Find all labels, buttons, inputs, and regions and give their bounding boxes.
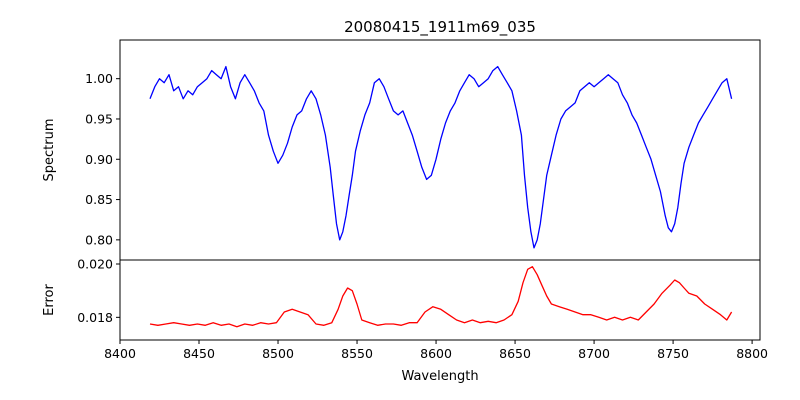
- plot-area-error: [149, 266, 733, 328]
- x-tick-label: 8500: [262, 346, 294, 361]
- x-axis-label: Wavelength: [401, 369, 478, 384]
- y-tick-label: 0.020: [77, 257, 113, 272]
- y-tick-label: 0.80: [85, 232, 113, 247]
- axes-frame-error: [119, 259, 761, 341]
- y-tick-label: 0.85: [85, 192, 113, 207]
- plot-area-spectrum: [149, 65, 733, 249]
- x-axis-ticks: 8400 8450 8500 8550 8600 8650 8700 8750 8800: [104, 340, 768, 361]
- y-axis-label-error: Error: [42, 284, 57, 316]
- y-ticks-error: 0.018 0.020: [77, 257, 120, 325]
- x-tick-label: 8800: [736, 346, 768, 361]
- y-tick-label: 0.95: [85, 111, 113, 126]
- x-tick-label: 8700: [578, 346, 610, 361]
- x-tick-label: 8550: [341, 346, 373, 361]
- y-tick-label: 1.00: [85, 71, 113, 86]
- x-tick-label: 8650: [499, 346, 531, 361]
- x-tick-label: 8750: [657, 346, 689, 361]
- y-tick-label: 0.90: [85, 152, 113, 167]
- spectrum-series-line: [149, 65, 733, 249]
- panel-error: Error 0.018 0.020: [42, 257, 761, 341]
- chart-title: 20080415_1911m69_035: [344, 18, 536, 37]
- y-ticks-spectrum: 0.80 0.85 0.90 0.95 1.00: [85, 71, 120, 247]
- error-series-line: [149, 266, 733, 328]
- y-axis-label-spectrum: Spectrum: [42, 119, 57, 182]
- panel-spectrum: Spectrum 0.80 0.85 0.90 0.95 1.00: [42, 39, 761, 261]
- x-tick-label: 8400: [104, 346, 136, 361]
- x-tick-label: 8450: [183, 346, 215, 361]
- x-tick-label: 8600: [420, 346, 452, 361]
- y-tick-label: 0.018: [77, 310, 113, 325]
- axes-frame-spectrum: [119, 39, 761, 261]
